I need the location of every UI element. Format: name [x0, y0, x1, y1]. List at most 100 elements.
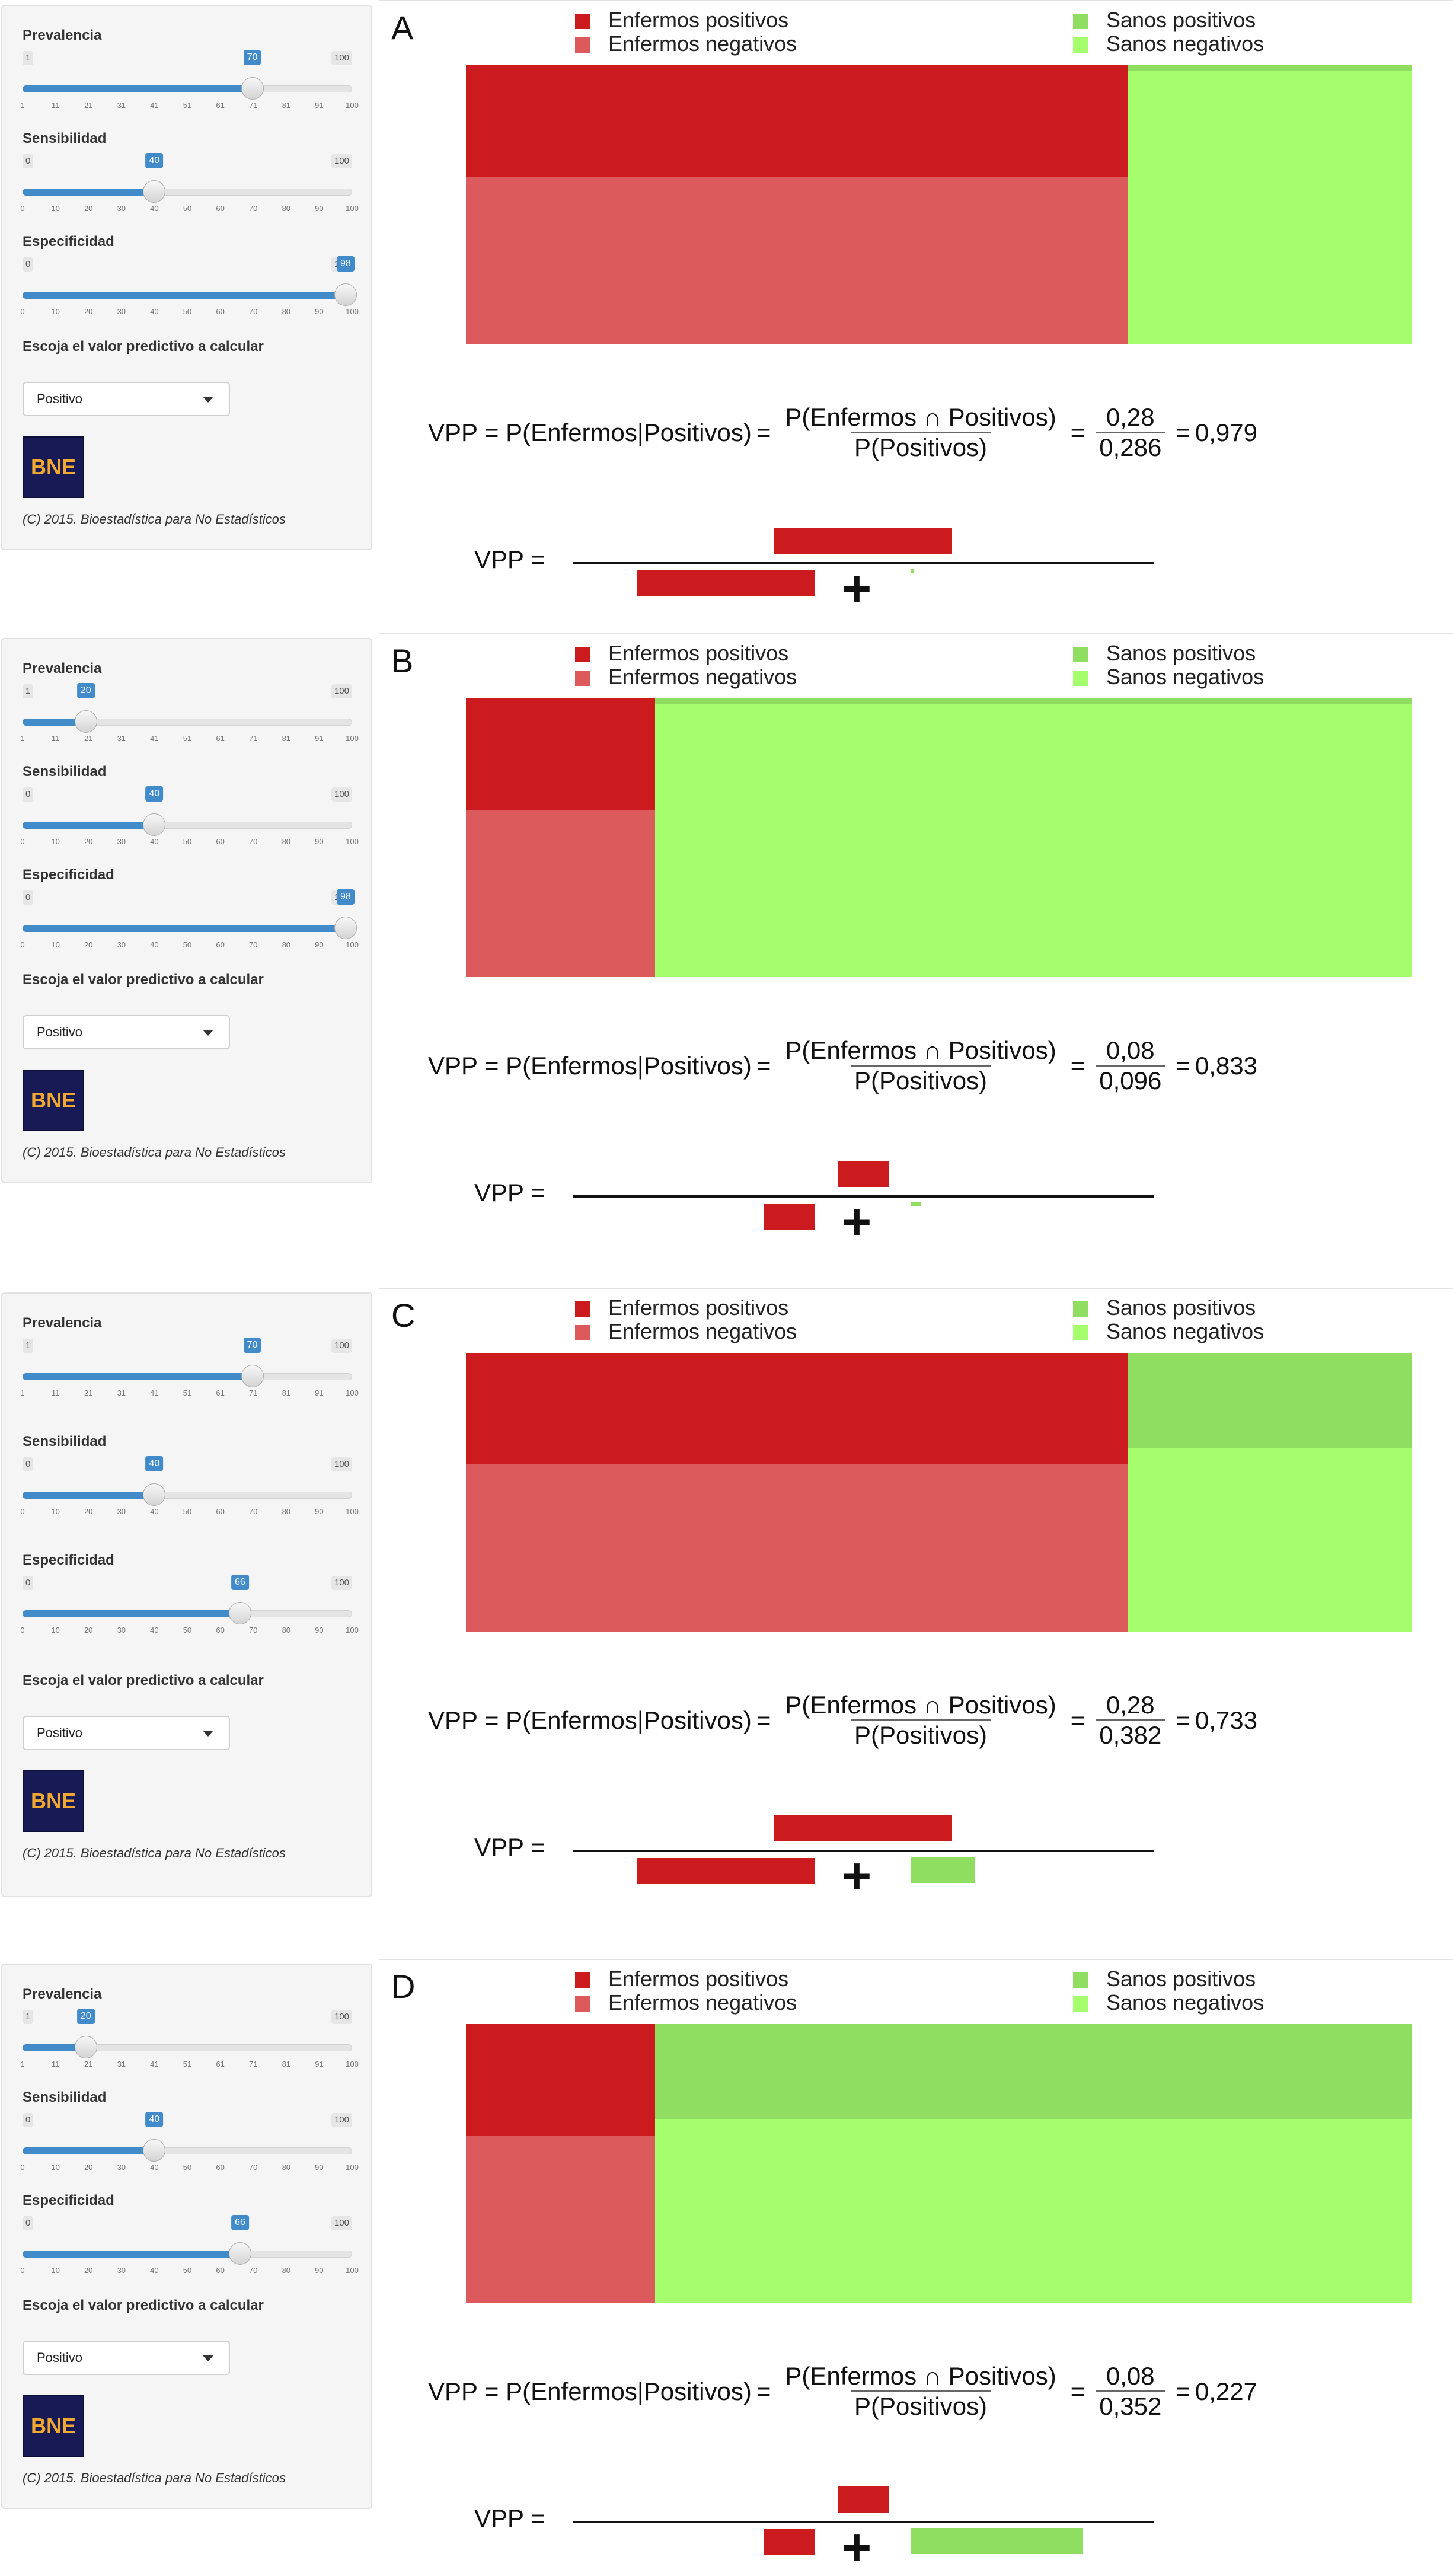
slider-handle[interactable] — [241, 77, 264, 100]
slider-tick-label: 30 — [117, 837, 126, 846]
slider-tick-label: 80 — [282, 940, 291, 949]
slider-tick-label: 41 — [150, 734, 159, 743]
legend-swatch — [1073, 671, 1088, 686]
slider-handle[interactable] — [228, 2242, 251, 2265]
slider-handle[interactable] — [334, 283, 357, 306]
legend-text: Sanos positivos — [1106, 1967, 1256, 1991]
slider-tick-label: 40 — [150, 307, 159, 316]
slider-handle[interactable] — [143, 2139, 166, 2162]
bar-denominator-enfermos-positivos — [637, 570, 815, 596]
bar-denominator-sanos-positivos — [911, 1857, 976, 1883]
predictive-value-select[interactable]: Positivo — [23, 2341, 230, 2375]
slider-tick-label: 100 — [346, 734, 359, 743]
vpp-bar-label: VPP = — [474, 545, 545, 573]
slider-min-badge: 0 — [23, 154, 34, 168]
slider-tick-label: 41 — [150, 2060, 159, 2069]
denominator-value: 0,096 — [1096, 1065, 1165, 1095]
copyright-text: (C) 2015. Bioestadística para No Estadís… — [23, 512, 286, 526]
legend-sanos-positivos: Sanos positivos — [1073, 1296, 1256, 1320]
mosaic-sanos-positivos — [1128, 1353, 1412, 1448]
slider-tick-label: 60 — [216, 2266, 225, 2275]
especificidad-slider[interactable]: 0 100 66 0 10 20 30 40 50 60 70 80 90 100 — [20, 1575, 359, 1635]
slider-tick-label: 90 — [315, 307, 324, 316]
legend-enfermos-negativos: Enfermos negativos — [575, 665, 797, 689]
especificidad-label: Especificidad — [23, 867, 114, 883]
slider-tick-label: 21 — [84, 734, 93, 743]
slider-tick-label: 30 — [117, 1507, 126, 1517]
slider-tick-label: 51 — [183, 2060, 192, 2069]
sensibilidad-slider[interactable]: 0 100 40 0 10 20 30 40 50 60 70 80 90 100 — [20, 153, 359, 213]
slider-tick-label: 40 — [150, 2266, 159, 2275]
plus-sign: + — [842, 560, 872, 617]
sensibilidad-slider[interactable]: 0 100 40 0 10 20 30 40 50 60 70 80 90 100 — [20, 2112, 359, 2172]
slider-handle[interactable] — [143, 1483, 166, 1506]
slider-min-badge: 1 — [23, 684, 34, 698]
equals-sign: = — [1176, 1051, 1190, 1080]
sensibilidad-slider[interactable]: 0 100 40 0 10 20 30 40 50 60 70 80 90 100 — [20, 1456, 359, 1517]
legend-swatch — [575, 1972, 590, 1988]
predictive-value-select[interactable]: Positivo — [23, 1716, 230, 1751]
numerator-value: 0,08 — [1106, 1036, 1155, 1064]
panel-divider — [379, 1288, 1453, 1289]
slider-handle[interactable] — [228, 1602, 251, 1625]
prevalencia-slider[interactable]: 1 100 70 1 11 21 31 41 51 61 71 81 91 100 — [20, 50, 359, 110]
legend-swatch — [1073, 14, 1088, 29]
slider-tick-label: 100 — [346, 307, 359, 316]
slider-tick-label: 61 — [216, 734, 225, 743]
slider-max-badge: 100 — [331, 684, 352, 698]
slider-ticks: 0 10 20 30 40 50 60 70 80 90 100 — [20, 307, 358, 321]
copyright-text: (C) 2015. Bioestadística para No Estadís… — [23, 2470, 286, 2485]
predictive-value-select[interactable]: Positivo — [23, 382, 230, 416]
legend-text: Sanos negativos — [1106, 1319, 1264, 1343]
slider-tick-label: 51 — [183, 1388, 192, 1397]
legend-text: Enfermos negativos — [608, 1990, 797, 2015]
prevalencia-slider[interactable]: 1 100 20 1 11 21 31 41 51 61 71 81 91 100 — [20, 2009, 359, 2069]
especificidad-slider[interactable]: 0100980102030405060708090100 — [20, 256, 359, 317]
slider-tick-label: 10 — [51, 204, 60, 213]
slider-handle[interactable] — [241, 1365, 264, 1387]
especificidad-slider[interactable]: 0 100 66 0 10 20 30 40 50 60 70 80 90 100 — [20, 2215, 359, 2275]
caret-down-icon — [203, 397, 213, 403]
slider-tick-label: 30 — [117, 2266, 126, 2275]
especificidad-label: Especificidad — [23, 2192, 114, 2208]
value-fraction: 0,08 0,352 — [1096, 2362, 1165, 2421]
slider-tick-label: 11 — [51, 101, 60, 110]
slider-tick-label: 31 — [117, 2060, 126, 2069]
legend-text: Enfermos positivos — [608, 8, 789, 32]
legend-text: Sanos positivos — [1106, 8, 1256, 32]
legend-text: Sanos negativos — [1106, 665, 1264, 689]
slider-ticks: 0 10 20 30 40 50 60 70 80 90 100 — [20, 1507, 358, 1521]
slider-tick-label: 60 — [216, 1626, 225, 1635]
slider-tick-label: 40 — [150, 204, 159, 213]
mosaic-plot — [466, 65, 1412, 344]
slider-min-badge: 0 — [23, 1576, 34, 1591]
slider-handle[interactable] — [143, 180, 166, 203]
prevalencia-slider[interactable]: 1 100 70 1 11 21 31 41 51 61 71 81 91 100 — [20, 1338, 359, 1398]
legend-swatch — [575, 14, 590, 29]
slider-handle[interactable] — [74, 710, 97, 733]
legend-swatch — [1073, 1325, 1088, 1340]
slider-tick-label: 100 — [346, 2163, 359, 2172]
mosaic-enfermos-positivos — [466, 698, 656, 810]
sensibilidad-label: Sensibilidad — [23, 2089, 107, 2105]
slider-tick-label: 21 — [84, 1388, 93, 1397]
slider-tick-label: 60 — [216, 2163, 225, 2172]
slider-tick-label: 10 — [51, 2266, 60, 2275]
probability-fraction: P(Enfermos ∩ Positivos) P(Positivos) — [781, 1691, 1059, 1750]
prevalencia-label: Prevalencia — [23, 660, 102, 676]
sensibilidad-slider[interactable]: 0 100 40 0 10 20 30 40 50 60 70 80 90 100 — [20, 786, 359, 847]
slider-tick-label: 20 — [84, 837, 93, 846]
slider-handle[interactable] — [143, 813, 166, 836]
vpp-formula: VPP = P(Enfermos|Positivos) = P(Enfermos… — [428, 1036, 1257, 1095]
slider-tick-label: 40 — [150, 940, 159, 949]
equals-sign: = — [1176, 1706, 1190, 1734]
prevalencia-slider[interactable]: 1 100 20 1 11 21 31 41 51 61 71 81 91 100 — [20, 683, 359, 743]
slider-handle[interactable] — [334, 917, 357, 939]
predictive-value-select[interactable]: Positivo — [23, 1015, 230, 1049]
value-fraction: 0,28 0,286 — [1096, 403, 1165, 462]
legend-sanos-positivos: Sanos positivos — [1073, 8, 1256, 32]
slider-handle[interactable] — [74, 2036, 97, 2058]
legend-sanos-positivos: Sanos positivos — [1073, 641, 1256, 665]
slider-ticks: 0 10 20 30 40 50 60 70 80 90 100 — [20, 940, 358, 955]
especificidad-slider[interactable]: 0100980102030405060708090100 — [20, 889, 359, 950]
